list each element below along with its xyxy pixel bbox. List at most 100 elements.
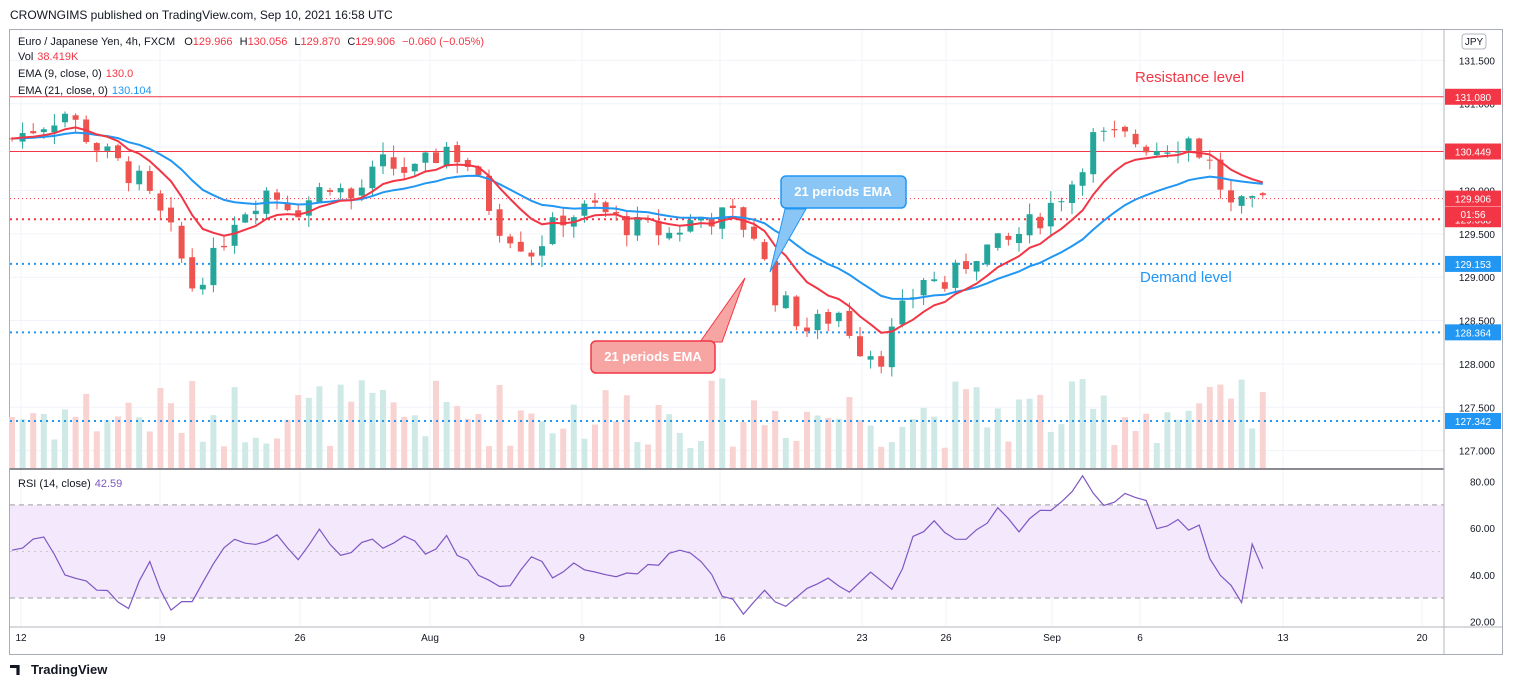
ema-callout-red-text: 21 periods EMA <box>604 349 702 364</box>
x-tick-label: 6 <box>1137 633 1143 644</box>
volume-bar <box>592 424 598 468</box>
tradingview-brand[interactable]: TradingView <box>10 662 107 677</box>
countdown-badge <box>1445 207 1501 221</box>
volume-bar <box>40 413 47 468</box>
volume-bar <box>1206 386 1213 468</box>
volume-bar <box>623 395 630 468</box>
candle-body <box>857 336 863 357</box>
ema-callout-red[interactable]: 21 periods EMA <box>590 277 746 374</box>
volume-bar <box>782 437 789 468</box>
candle-body <box>1217 159 1224 190</box>
volume-bar <box>125 402 132 468</box>
candle-body <box>1228 190 1234 203</box>
candle-body <box>1037 216 1044 229</box>
candle-body <box>846 310 853 336</box>
volume-bar <box>666 414 673 468</box>
legend-ema21: 130.104 <box>111 85 152 97</box>
price-level-badge <box>1445 412 1501 429</box>
candle-body <box>952 262 959 288</box>
rsi-pane <box>10 474 1444 616</box>
volume-bar <box>1132 431 1139 468</box>
price-level-badge <box>1445 255 1501 272</box>
candle-body <box>380 154 386 167</box>
volume-bar <box>464 418 471 468</box>
volume-bar <box>284 419 291 468</box>
candle-body <box>327 190 333 192</box>
candle-body <box>560 215 567 226</box>
candle-body <box>51 125 58 133</box>
volume-bar <box>475 414 482 468</box>
price-level-badge <box>1445 88 1501 105</box>
legend-rsi: 42.59 <box>94 478 123 490</box>
candle-body <box>1047 202 1054 227</box>
price-level-label: 129.906 <box>1455 195 1492 206</box>
volume-bar <box>327 445 333 468</box>
volume-bar <box>1238 379 1245 468</box>
currency-badge-text: JPY <box>1465 37 1484 48</box>
volume-bar <box>1196 403 1203 468</box>
ema-callout-blue[interactable]: 21 periods EMA <box>769 175 907 273</box>
rsi-line <box>11 474 1264 616</box>
legend-low: 129.870 <box>300 36 341 48</box>
volume-bar <box>528 413 535 468</box>
volume-bar <box>835 418 842 468</box>
x-tick-label: 12 <box>15 633 27 644</box>
candle-body <box>963 261 969 270</box>
volume-bar <box>899 426 906 468</box>
volume-bar <box>698 441 704 468</box>
volume-bar <box>867 425 874 468</box>
volume-bar <box>136 417 143 468</box>
volume-bar <box>645 444 651 468</box>
volume-bar <box>1079 379 1086 468</box>
candle-body <box>115 145 121 159</box>
legend-h-label: H <box>239 36 248 48</box>
volume-bar <box>878 446 885 468</box>
volume-bar <box>454 406 461 468</box>
volume-bar <box>1185 410 1192 468</box>
price-level-badge <box>1445 324 1501 341</box>
candle-body <box>623 215 630 236</box>
volume-bar <box>221 446 227 468</box>
volume-bar <box>1164 412 1171 468</box>
candle-body <box>888 326 895 368</box>
currency-badge[interactable] <box>1461 33 1487 50</box>
candle-body <box>835 312 842 322</box>
volume-bar <box>1047 431 1054 468</box>
x-tick-label: 19 <box>154 633 166 644</box>
candle-body <box>1153 150 1160 156</box>
volume-bar <box>390 402 397 468</box>
published-info: CROWNGIMS published on TradingView.com, … <box>10 8 393 22</box>
legend-ema9-label: EMA (9, close, 0) <box>18 68 102 80</box>
candle-body <box>708 218 715 227</box>
volume-bar <box>740 422 747 468</box>
candle-body <box>751 226 757 239</box>
volume-bar <box>199 441 206 468</box>
volume-bar <box>401 416 408 468</box>
candle-body <box>62 113 68 123</box>
volume-bar <box>305 397 312 468</box>
candle-body <box>390 157 397 169</box>
volume-bar <box>549 433 556 468</box>
volume-bar <box>952 381 959 468</box>
candle-body <box>1196 138 1203 158</box>
volume-bar <box>72 416 79 468</box>
y-tick-label: 128.500 <box>1459 317 1496 328</box>
candle-body <box>1069 184 1075 203</box>
candle-body <box>613 212 620 214</box>
legend-ema21-label: EMA (21, close, 0) <box>18 85 108 97</box>
candle-body <box>1111 129 1118 131</box>
volume-bar <box>51 439 58 468</box>
price-levels <box>10 96 1444 422</box>
candle-body <box>168 207 174 223</box>
candle-body <box>30 131 37 134</box>
volume-bar <box>231 387 238 468</box>
candle-body <box>369 166 376 189</box>
volume-bar <box>751 400 757 468</box>
candle-body <box>411 163 418 172</box>
publish-bar: CROWNGIMS published on TradingView.com, … <box>0 0 1514 28</box>
candle-body <box>358 187 365 196</box>
volume-bar <box>846 397 853 468</box>
candle-body <box>1238 196 1245 206</box>
chart-frame[interactable] <box>9 29 1503 655</box>
